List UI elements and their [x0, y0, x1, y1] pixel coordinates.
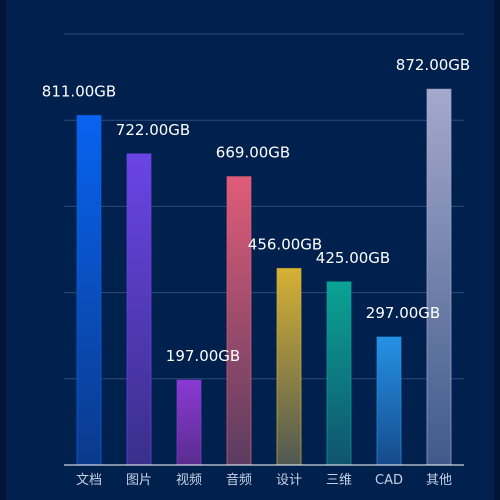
- bars: [76, 88, 452, 466]
- bar-1[interactable]: [126, 153, 152, 466]
- data-labels: 811.00GB 722.00GB 197.00GB 669.00GB 456.00GB…: [42, 56, 470, 365]
- x-tick-label-2: 视频: [176, 473, 202, 488]
- bar-chart: 811.00GB 722.00GB 197.00GB 669.00GB 456.00GB…: [42, 33, 470, 488]
- bar-4[interactable]: [276, 267, 302, 466]
- x-axis-ticks: 文档 图片 视频 音频 设计 三维 CAD 其他: [76, 472, 452, 488]
- data-label-1: 722.00GB: [116, 121, 190, 139]
- bar-5[interactable]: [326, 281, 352, 466]
- grid-lines: [64, 33, 464, 380]
- x-tick-label-4: 设计: [276, 473, 302, 488]
- data-label-6: 297.00GB: [366, 304, 440, 322]
- data-label-3: 669.00GB: [216, 144, 290, 162]
- x-tick-label-6: CAD: [375, 473, 403, 488]
- data-label-5: 425.00GB: [316, 249, 390, 267]
- x-tick-label-1: 图片: [126, 473, 152, 488]
- x-tick-label-7: 其他: [426, 473, 452, 488]
- data-label-0: 811.00GB: [42, 82, 116, 100]
- x-tick-label-5: 三维: [326, 473, 352, 488]
- bar-2[interactable]: [176, 379, 202, 466]
- x-tick-label-0: 文档: [76, 473, 102, 488]
- x-tick-label-3: 音频: [226, 472, 252, 488]
- bar-0[interactable]: [76, 114, 102, 466]
- data-label-7: 872.00GB: [396, 56, 470, 74]
- bar-3[interactable]: [226, 176, 252, 466]
- data-label-2: 197.00GB: [166, 347, 240, 365]
- bar-6[interactable]: [376, 336, 402, 466]
- bar-7[interactable]: [426, 88, 452, 466]
- data-label-4: 456.00GB: [248, 235, 322, 253]
